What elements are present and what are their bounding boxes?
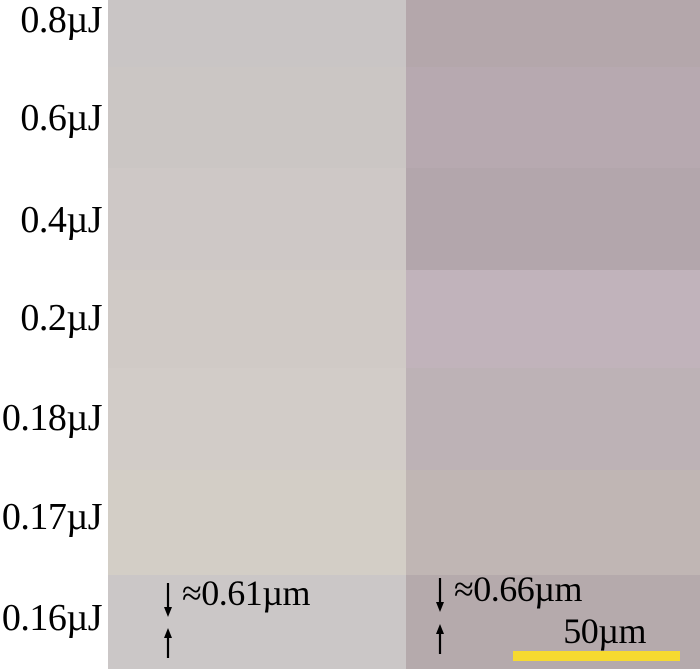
energy-label-2: 0.6µJ (20, 97, 102, 139)
scale-bar (513, 651, 680, 661)
micrograph-row-3-right (406, 168, 700, 270)
arrow-up-icon (164, 628, 172, 658)
linewidth-label-left: ≈0.61µm (182, 573, 311, 613)
micrograph-row-2-left (108, 67, 406, 168)
micrograph-row-5-right (406, 368, 700, 470)
energy-label-7: 0.16µJ (1, 597, 103, 639)
energy-label-4: 0.2µJ (20, 297, 102, 339)
energy-label-6: 0.17µJ (1, 496, 103, 538)
micrograph-row-2-right (406, 67, 700, 168)
arrow-up-icon (436, 624, 444, 654)
energy-label-3: 0.4µJ (20, 199, 102, 241)
arrow-down-icon (164, 583, 172, 617)
energy-label-1: 0.8µJ (20, 0, 102, 41)
micrograph-row-6-right (406, 470, 700, 575)
micrograph-row-7-left (108, 575, 406, 669)
micrograph-row-4-left (108, 270, 406, 368)
linewidth-label-right: ≈0.66µm (454, 569, 583, 609)
micrograph-row-1-left (108, 0, 406, 67)
micrograph-row-4-right (406, 270, 700, 368)
micrograph-row-1-right (406, 0, 700, 67)
scale-bar-label: 50µm (563, 611, 646, 651)
micrograph-row-6-left (108, 470, 406, 575)
arrow-down-icon (436, 578, 444, 612)
micrograph-row-3-left (108, 168, 406, 270)
micrograph-row-5-left (108, 368, 406, 470)
energy-label-5: 0.18µJ (1, 397, 103, 439)
